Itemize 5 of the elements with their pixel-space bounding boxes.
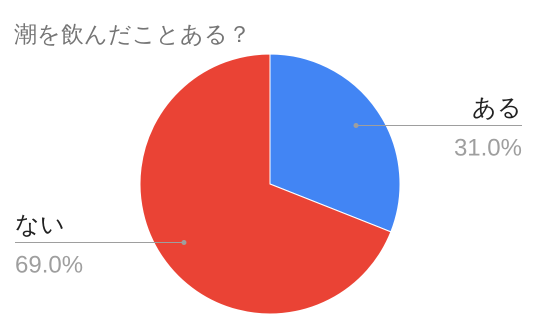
data-label: 69.0% [15,251,84,278]
slice-label: ある [472,94,522,122]
slice-label: ない [15,211,65,238]
data-label: 31.0% [454,134,522,162]
chart-title: 潮を飲んだことある？ [14,21,251,47]
